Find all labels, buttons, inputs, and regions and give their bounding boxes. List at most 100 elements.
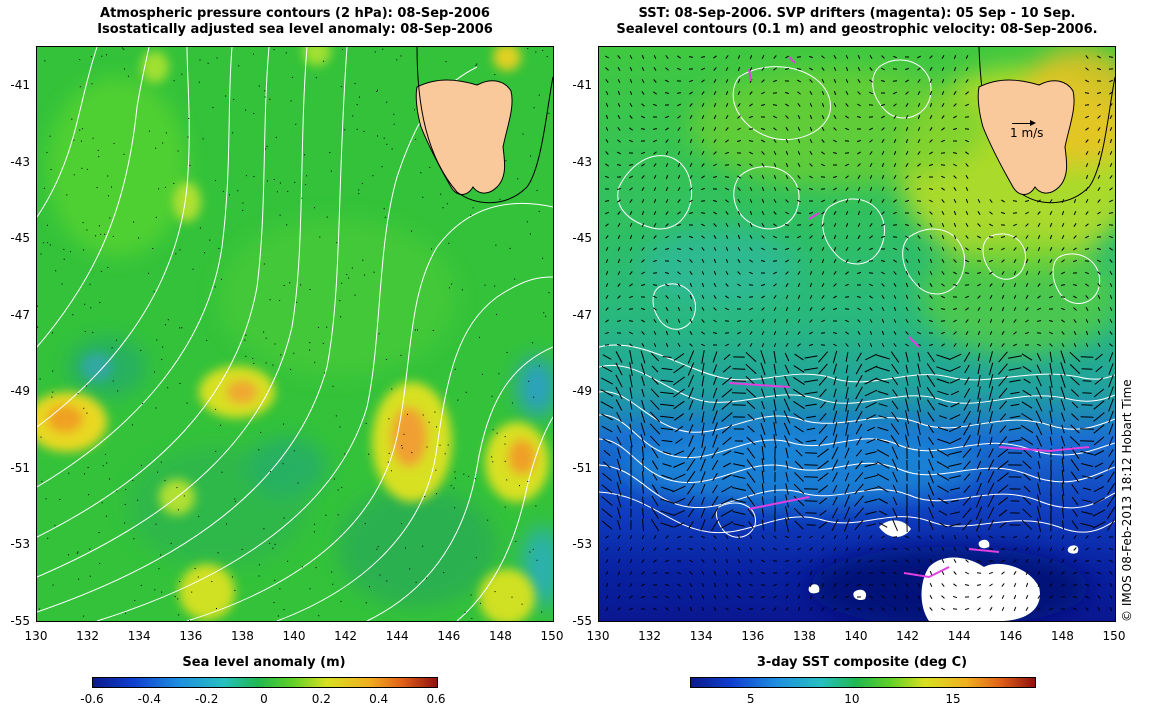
velocity-arrow bbox=[1001, 583, 1005, 587]
observation-dot bbox=[106, 54, 107, 56]
observation-dot bbox=[109, 478, 111, 480]
velocity-arrow bbox=[1022, 496, 1032, 506]
velocity-arrow bbox=[809, 247, 813, 251]
velocity-arrow bbox=[676, 535, 682, 539]
velocity-arrow bbox=[878, 510, 888, 516]
velocity-arrow bbox=[712, 387, 718, 399]
observation-dot bbox=[405, 547, 406, 549]
velocity-arrow bbox=[845, 558, 849, 564]
velocity-arrow bbox=[700, 212, 706, 214]
observation-dot bbox=[124, 503, 126, 505]
velocity-arrow bbox=[665, 162, 669, 168]
velocity-arrow bbox=[720, 509, 734, 517]
velocity-arrow bbox=[864, 498, 878, 504]
velocity-arrow bbox=[868, 127, 874, 131]
velocity-arrow bbox=[1037, 258, 1041, 264]
velocity-arrow bbox=[905, 103, 909, 107]
velocity-arrow bbox=[1069, 364, 1081, 374]
velocity-arrow bbox=[864, 474, 878, 480]
left-y-tick: -43 bbox=[10, 154, 30, 169]
velocity-arrow bbox=[761, 319, 765, 323]
velocity-arrow bbox=[640, 307, 646, 311]
velocity-arrow bbox=[605, 102, 609, 108]
left-colorbar-tick: 0.2 bbox=[311, 692, 331, 706]
velocity-arrow bbox=[977, 283, 981, 287]
observation-dot bbox=[526, 221, 528, 223]
velocity-arrow bbox=[673, 522, 685, 528]
velocity-arrow bbox=[1085, 211, 1089, 215]
velocity-arrow bbox=[720, 497, 734, 505]
velocity-arrow bbox=[712, 176, 718, 178]
right-y-tick: -55 bbox=[572, 613, 592, 628]
velocity-arrow bbox=[1096, 67, 1102, 71]
velocity-arrow bbox=[748, 115, 754, 119]
velocity-arrow bbox=[953, 163, 957, 167]
velocity-arrow bbox=[617, 607, 621, 611]
velocity-arrow bbox=[1061, 259, 1065, 263]
observation-dot bbox=[332, 385, 334, 387]
velocity-arrow bbox=[917, 547, 921, 551]
velocity-arrow bbox=[938, 402, 948, 408]
velocity-arrow bbox=[831, 507, 839, 519]
velocity-arrow bbox=[845, 210, 849, 216]
velocity-arrow bbox=[866, 414, 876, 420]
velocity-arrow bbox=[1037, 460, 1041, 470]
velocity-arrow bbox=[949, 378, 961, 384]
velocity-arrow bbox=[845, 364, 849, 374]
observation-dot bbox=[70, 251, 72, 253]
velocity-arrow bbox=[746, 436, 756, 446]
velocity-arrow bbox=[617, 283, 621, 287]
velocity-arrow bbox=[1037, 582, 1041, 588]
observation-dot bbox=[100, 271, 102, 272]
velocity-arrow bbox=[865, 451, 877, 455]
velocity-arrow bbox=[965, 210, 969, 216]
velocity-arrow bbox=[929, 570, 933, 576]
velocity-arrow bbox=[857, 247, 861, 251]
velocity-arrow bbox=[732, 499, 746, 503]
velocity-arrow bbox=[1084, 248, 1090, 250]
velocity-arrow bbox=[856, 352, 862, 362]
velocity-arrow bbox=[1106, 506, 1115, 520]
velocity-arrow bbox=[917, 139, 921, 143]
velocity-arrow bbox=[737, 210, 741, 216]
velocity-arrow bbox=[737, 175, 741, 179]
velocity-arrow bbox=[664, 271, 670, 275]
velocity-arrow bbox=[804, 367, 818, 371]
velocity-arrow bbox=[988, 374, 994, 388]
observation-dot bbox=[471, 618, 473, 619]
velocity-arrow bbox=[953, 546, 957, 552]
velocity-arrow bbox=[953, 259, 957, 263]
observation-dot bbox=[54, 525, 56, 527]
velocity-arrow bbox=[761, 559, 765, 563]
observation-dot bbox=[358, 193, 360, 195]
velocity-arrow bbox=[1025, 594, 1029, 600]
velocity-arrow bbox=[962, 519, 972, 531]
observation-dot bbox=[279, 588, 281, 590]
velocity-arrow bbox=[1037, 223, 1041, 227]
velocity-arrow bbox=[917, 435, 921, 447]
velocity-arrow bbox=[1049, 410, 1053, 424]
velocity-arrow bbox=[1097, 343, 1101, 347]
observation-dot bbox=[411, 452, 413, 454]
velocity-arrow bbox=[1037, 570, 1041, 576]
velocity-arrow bbox=[749, 163, 753, 167]
velocity-arrow bbox=[1084, 79, 1090, 83]
velocity-arrow bbox=[665, 151, 669, 155]
velocity-arrow bbox=[821, 270, 825, 276]
observation-dot bbox=[495, 244, 497, 246]
velocity-arrow bbox=[832, 152, 838, 154]
velocity-arrow bbox=[832, 410, 838, 424]
velocity-arrow bbox=[963, 351, 971, 363]
observation-dot bbox=[177, 509, 179, 511]
velocity-arrow bbox=[1108, 212, 1114, 214]
velocity-arrow bbox=[881, 306, 885, 312]
observation-dot bbox=[155, 216, 157, 218]
velocity-arrow bbox=[725, 258, 729, 264]
observation-dot bbox=[234, 498, 236, 500]
velocity-arrow bbox=[653, 235, 657, 239]
velocity-arrow bbox=[809, 294, 813, 300]
velocity-arrow bbox=[1072, 259, 1078, 263]
velocity-arrow bbox=[821, 582, 825, 588]
velocity-arrow bbox=[820, 319, 826, 323]
velocity-arrow bbox=[965, 163, 969, 167]
